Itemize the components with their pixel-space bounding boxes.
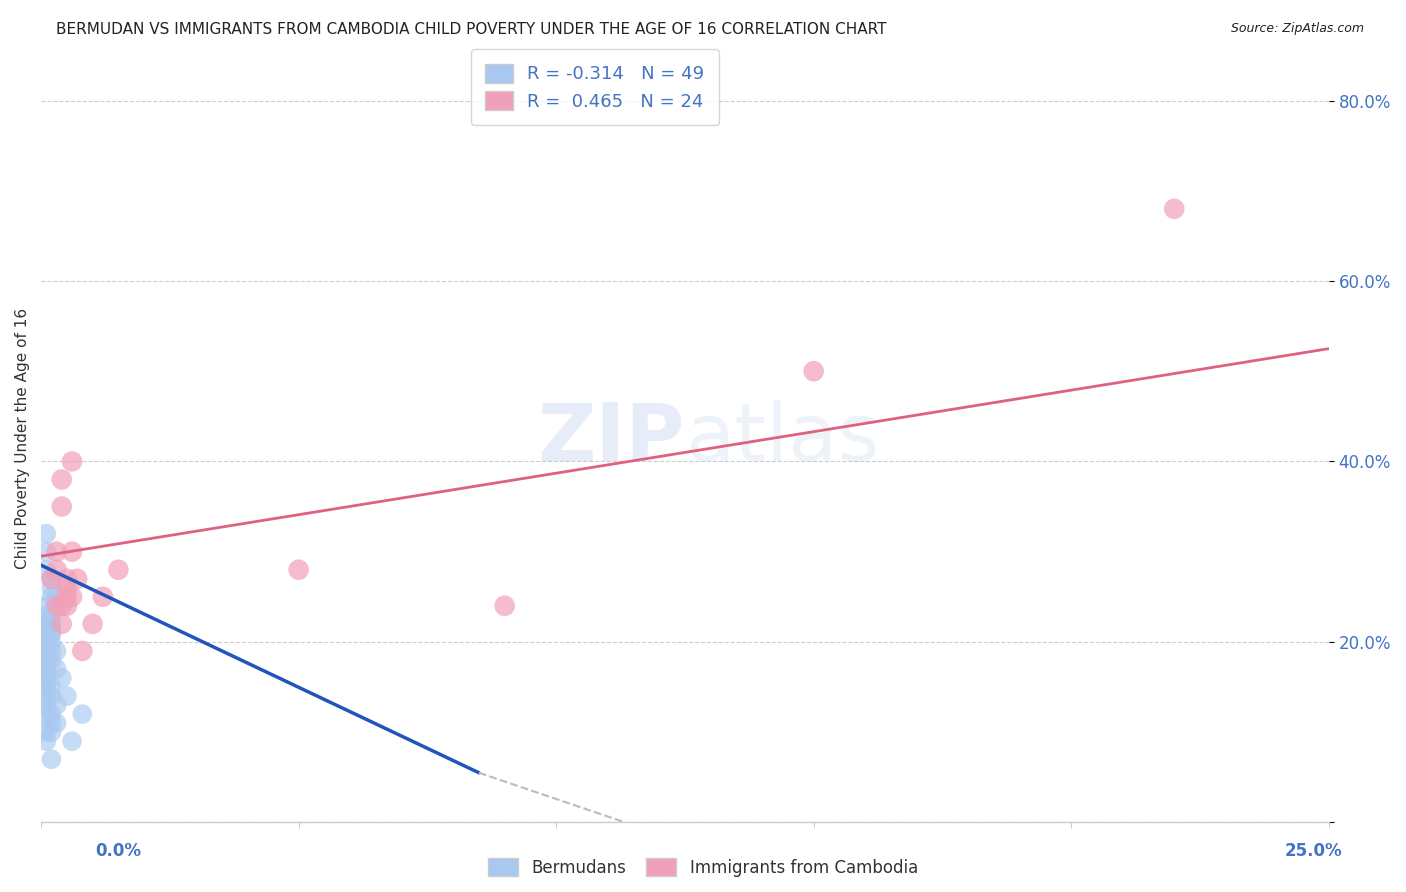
Point (35, 607, 58, 622)
Point (41, 725, 63, 739)
Point (41, 752, 63, 766)
Point (41, 689, 63, 703)
Point (494, 599, 516, 613)
Point (35, 725, 58, 739)
Legend: R = -0.314   N = 49, R =  0.465   N = 24: R = -0.314 N = 49, R = 0.465 N = 24 (471, 49, 718, 125)
Point (41, 653, 63, 667)
Point (41, 680, 63, 694)
Point (60, 734, 83, 748)
Point (72, 707, 94, 722)
Point (35, 635, 58, 649)
Point (56, 590, 79, 604)
Text: BERMUDAN VS IMMIGRANTS FROM CAMBODIA CHILD POVERTY UNDER THE AGE OF 16 CORRELATI: BERMUDAN VS IMMIGRANTS FROM CAMBODIA CHI… (56, 22, 887, 37)
Text: atlas: atlas (685, 400, 879, 478)
Point (45, 599, 67, 613)
Point (35, 662, 58, 676)
Point (41, 616, 63, 631)
Text: Source: ZipAtlas.com: Source: ZipAtlas.com (1230, 22, 1364, 36)
Legend: Bermudans, Immigrants from Cambodia: Bermudans, Immigrants from Cambodia (479, 850, 927, 885)
Point (72, 644, 94, 658)
Point (56, 689, 79, 703)
Point (56, 599, 79, 613)
Point (51, 671, 73, 685)
Point (60, 544, 83, 558)
Point (45, 698, 67, 712)
Point (45, 563, 67, 577)
Point (41, 635, 63, 649)
Text: ZIP: ZIP (537, 400, 685, 478)
Point (287, 563, 309, 577)
Point (35, 653, 58, 667)
Point (35, 671, 58, 685)
Point (45, 644, 67, 658)
Point (41, 581, 63, 595)
Point (45, 544, 67, 558)
Point (41, 572, 63, 586)
Point (60, 454, 83, 468)
Point (41, 626, 63, 640)
Point (35, 662, 58, 676)
Point (35, 653, 58, 667)
Point (41, 607, 63, 622)
Point (35, 680, 58, 694)
Point (82, 616, 104, 631)
Point (35, 616, 58, 631)
Text: 25.0%: 25.0% (1285, 842, 1343, 860)
Point (45, 590, 67, 604)
Point (35, 544, 58, 558)
Point (41, 644, 63, 658)
Y-axis label: Child Poverty Under the Age of 16: Child Poverty Under the Age of 16 (15, 309, 30, 569)
Point (35, 644, 58, 658)
Point (51, 616, 73, 631)
Point (107, 563, 129, 577)
Point (45, 716, 67, 731)
Point (803, 364, 825, 378)
Point (35, 563, 58, 577)
Point (60, 590, 83, 604)
Point (66, 572, 89, 586)
Point (51, 473, 73, 487)
Point (35, 526, 58, 541)
Point (35, 626, 58, 640)
Point (41, 707, 63, 722)
Point (45, 662, 67, 676)
Point (91, 590, 114, 604)
Point (41, 590, 63, 604)
Point (35, 689, 58, 703)
Point (51, 599, 73, 613)
Point (41, 572, 63, 586)
Point (35, 698, 58, 712)
Text: 0.0%: 0.0% (96, 842, 142, 860)
Point (41, 616, 63, 631)
Point (35, 734, 58, 748)
Point (35, 707, 58, 722)
Point (35, 671, 58, 685)
Point (35, 599, 58, 613)
Point (56, 581, 79, 595)
Point (56, 572, 79, 586)
Point (35, 635, 58, 649)
Point (41, 716, 63, 731)
Point (41, 626, 63, 640)
Point (51, 500, 73, 514)
Point (1163, 202, 1185, 216)
Point (35, 616, 58, 631)
